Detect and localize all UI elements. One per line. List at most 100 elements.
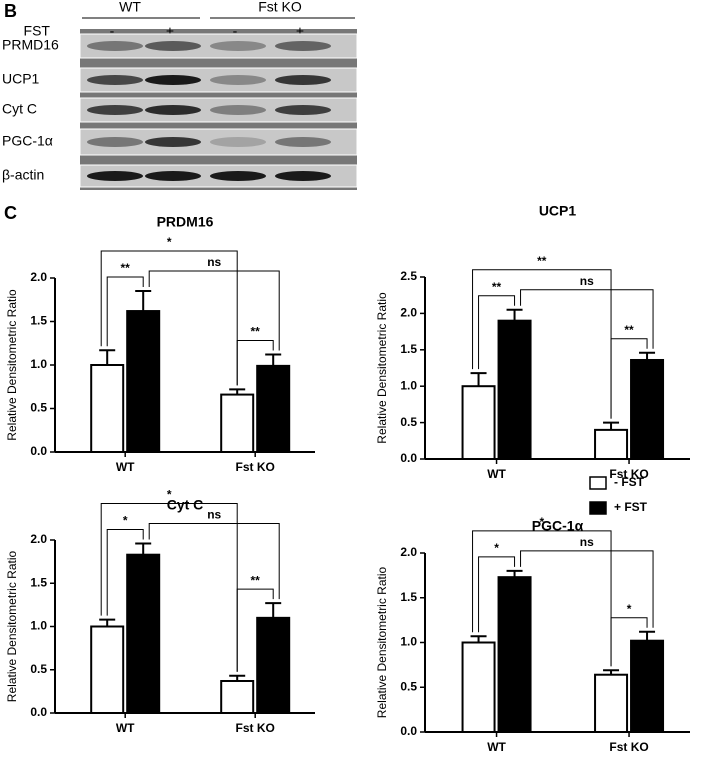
x-tick-label: Fst KO bbox=[236, 460, 275, 474]
significance-bracket bbox=[610, 617, 648, 667]
bar bbox=[594, 673, 629, 733]
lane-sign: - bbox=[110, 23, 115, 39]
band bbox=[87, 75, 143, 85]
bar bbox=[461, 641, 496, 733]
band bbox=[87, 105, 143, 115]
significance-label: * bbox=[627, 602, 632, 616]
y-tick-label: 2.0 bbox=[30, 532, 47, 546]
y-axis-label: Relative Densitometric Ratio bbox=[5, 289, 19, 441]
significance-label: * bbox=[539, 515, 544, 529]
bar bbox=[126, 310, 161, 453]
significance-bracket bbox=[236, 340, 274, 386]
band bbox=[145, 171, 201, 181]
significance-label: ns bbox=[580, 535, 594, 549]
significance-bracket bbox=[100, 502, 238, 672]
legend-label: - FST bbox=[614, 475, 645, 489]
y-tick-label: 0.0 bbox=[400, 451, 417, 465]
significance-bracket bbox=[100, 250, 238, 386]
y-tick-label: 2.5 bbox=[400, 269, 417, 283]
significance-label: ns bbox=[207, 255, 221, 269]
y-tick-label: 1.5 bbox=[400, 342, 417, 356]
treatment-label: FST bbox=[24, 23, 51, 39]
lane-sign: - bbox=[233, 23, 238, 39]
significance-label: * bbox=[494, 541, 499, 555]
band bbox=[145, 105, 201, 115]
y-tick-label: 1.0 bbox=[30, 357, 47, 371]
band bbox=[210, 75, 266, 85]
x-tick-label: WT bbox=[487, 740, 506, 754]
bar bbox=[461, 385, 496, 461]
bar bbox=[220, 393, 255, 453]
bar bbox=[630, 639, 665, 734]
y-tick-label: 0.0 bbox=[30, 444, 47, 458]
error-bar bbox=[229, 388, 246, 395]
error-bar bbox=[135, 542, 152, 555]
significance-label: ** bbox=[624, 323, 634, 337]
error-bar bbox=[506, 308, 523, 321]
significance-label: ** bbox=[121, 261, 131, 275]
y-tick-label: 1.5 bbox=[30, 575, 47, 589]
significance-label: * bbox=[167, 488, 172, 502]
significance-bracket bbox=[610, 338, 648, 419]
significance-bracket bbox=[478, 295, 516, 370]
significance-label: * bbox=[123, 514, 128, 528]
band bbox=[145, 41, 201, 51]
x-tick-label: WT bbox=[116, 460, 135, 474]
legend-label: + FST bbox=[614, 500, 648, 514]
band bbox=[275, 171, 331, 181]
y-tick-label: 2.0 bbox=[30, 270, 47, 284]
y-tick-label: 1.5 bbox=[400, 590, 417, 604]
band bbox=[87, 41, 143, 51]
legend-swatch bbox=[589, 501, 607, 515]
band bbox=[275, 41, 331, 51]
y-tick-label: 0.0 bbox=[400, 724, 417, 738]
y-tick-label: 1.0 bbox=[400, 635, 417, 649]
significance-bracket bbox=[148, 270, 280, 351]
band bbox=[210, 137, 266, 147]
significance-bracket bbox=[148, 522, 280, 600]
y-tick-label: 0.5 bbox=[30, 662, 47, 676]
bar bbox=[126, 553, 161, 715]
y-tick-label: 2.0 bbox=[400, 545, 417, 559]
error-bar bbox=[603, 421, 620, 430]
x-tick-label: WT bbox=[116, 721, 135, 735]
chart-title: UCP1 bbox=[539, 203, 577, 219]
error-bar bbox=[99, 618, 116, 627]
row-label: Cyt C bbox=[2, 101, 37, 117]
significance-label: * bbox=[167, 235, 172, 249]
significance-label: ns bbox=[207, 508, 221, 522]
legend-swatch bbox=[589, 476, 607, 490]
error-bar bbox=[265, 602, 282, 618]
y-tick-label: 2.0 bbox=[400, 306, 417, 320]
y-tick-label: 0.5 bbox=[30, 401, 47, 415]
y-tick-label: 0.5 bbox=[400, 415, 417, 429]
significance-bracket bbox=[106, 276, 144, 347]
y-tick-label: 0.5 bbox=[400, 679, 417, 693]
band bbox=[145, 75, 201, 85]
group-label: Fst KO bbox=[258, 0, 302, 15]
significance-label: ** bbox=[537, 254, 547, 268]
significance-label: ns bbox=[580, 274, 594, 288]
row-label: PGC-1α bbox=[2, 133, 53, 149]
error-bar bbox=[639, 351, 656, 360]
panel-label: C bbox=[4, 203, 17, 223]
band bbox=[275, 75, 331, 85]
y-tick-label: 1.5 bbox=[30, 314, 47, 328]
significance-label: ** bbox=[492, 280, 502, 294]
significance-bracket bbox=[478, 556, 516, 633]
x-tick-label: Fst KO bbox=[236, 721, 275, 735]
band bbox=[145, 137, 201, 147]
bar bbox=[220, 679, 255, 714]
significance-label: ** bbox=[251, 325, 261, 339]
error-bar bbox=[639, 630, 656, 641]
error-bar bbox=[265, 353, 282, 366]
error-bar bbox=[506, 569, 523, 578]
bar bbox=[256, 364, 291, 453]
x-tick-label: WT bbox=[487, 467, 506, 481]
panel-label: B bbox=[4, 1, 17, 21]
lane-sign: + bbox=[296, 23, 304, 39]
band bbox=[210, 105, 266, 115]
band bbox=[87, 171, 143, 181]
significance-bracket bbox=[106, 528, 144, 616]
